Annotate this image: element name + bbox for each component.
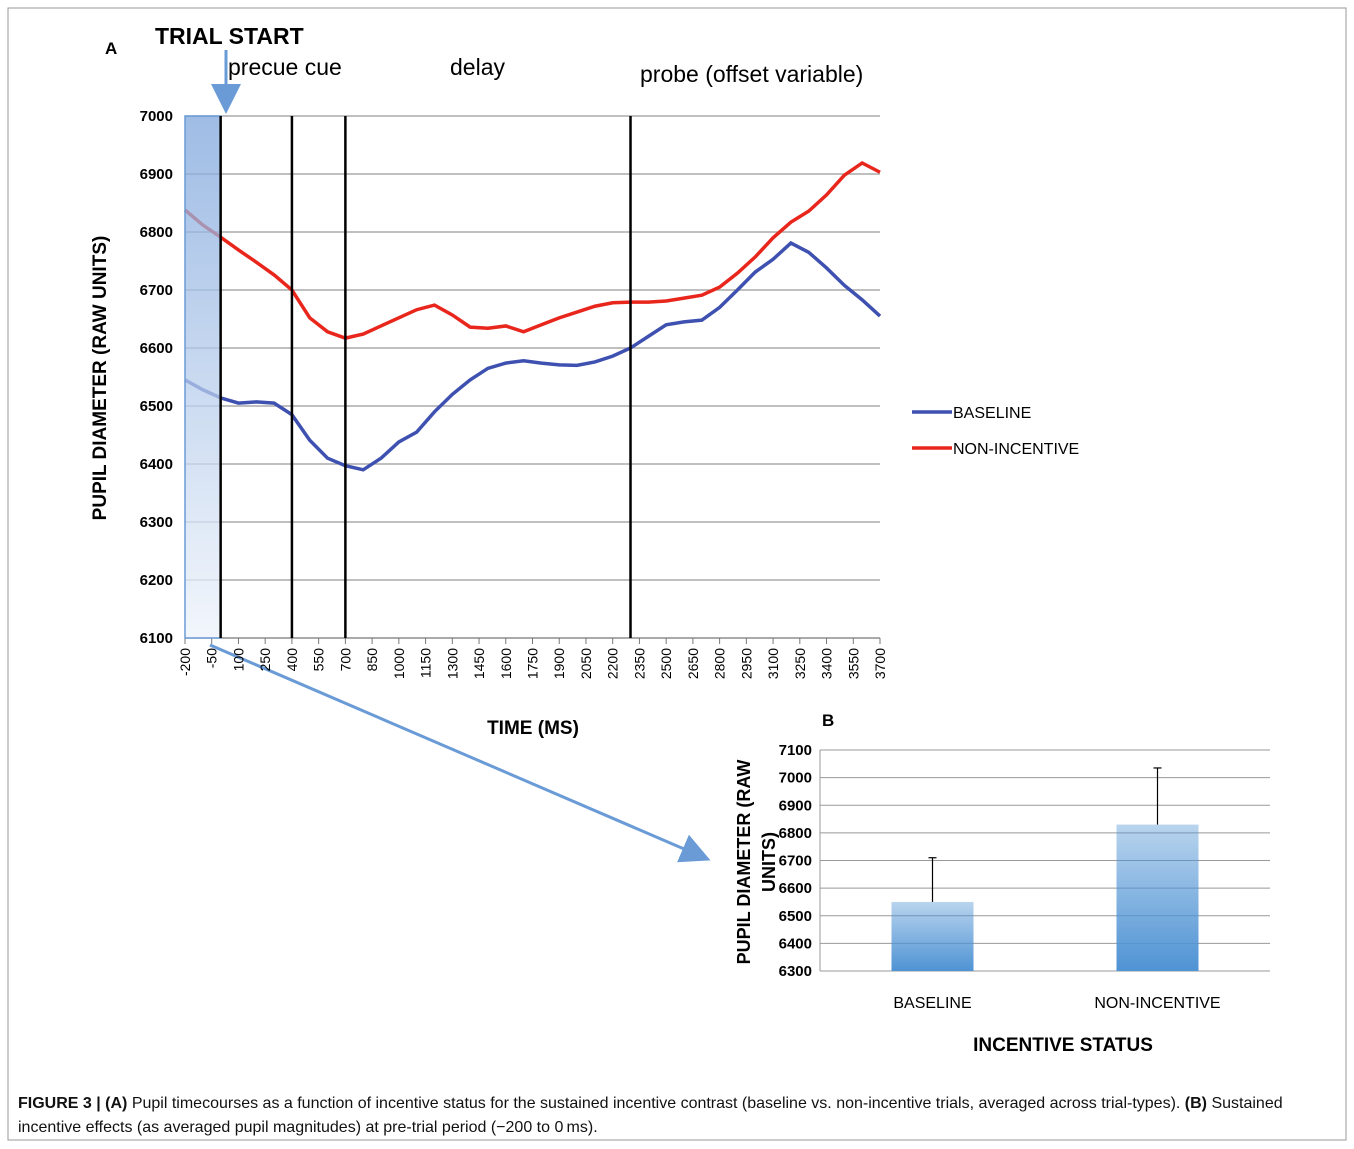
- y-tick-label: 6700: [779, 853, 812, 870]
- y-tick-label: 6400: [140, 456, 173, 473]
- panel-label: B: [822, 711, 834, 730]
- y-tick-label: 6900: [779, 797, 812, 814]
- y-tick-label: 6100: [140, 630, 173, 647]
- x-tick-label: 2800: [712, 648, 728, 679]
- x-tick-label: BASELINE: [893, 995, 971, 1012]
- x-tick-label: NON-INCENTIVE: [1094, 995, 1220, 1012]
- caption: FIGURE 3 | (A) Pupil timecourses as a fu…: [18, 1092, 1318, 1140]
- panel-label: A: [105, 39, 117, 58]
- x-tick-label: 3700: [872, 648, 888, 679]
- y-tick-label: 6800: [140, 224, 173, 241]
- x-tick-label: 250: [257, 648, 273, 672]
- x-tick-label: 1150: [418, 648, 434, 678]
- x-tick-label: 1600: [498, 648, 514, 679]
- annotation: TRIAL START: [155, 23, 304, 49]
- x-tick-label: 3250: [792, 648, 808, 679]
- x-tick-label: 700: [337, 648, 353, 672]
- x-tick-label: -50: [204, 648, 220, 668]
- y-tick-label: 7000: [779, 770, 812, 787]
- x-tick-label: 550: [311, 648, 327, 672]
- x-tick-label: 2950: [738, 648, 754, 679]
- y-tick-label: 6300: [779, 963, 812, 980]
- y-tick-label: 6700: [140, 282, 173, 299]
- y-tick-label: 7100: [779, 742, 812, 759]
- y-tick-label: 6600: [779, 880, 812, 897]
- x-tick-label: 3400: [819, 648, 835, 679]
- y-tick-label: 6400: [779, 935, 812, 952]
- legend-label: NON-INCENTIVE: [953, 441, 1079, 458]
- x-tick-label: 3550: [845, 648, 861, 679]
- y-tick-label: 7000: [140, 108, 173, 125]
- x-tick-label: 3100: [765, 648, 781, 679]
- series-line: [184, 240, 882, 472]
- y-axis-label: PUPIL DIAMETER (RAW UNITS): [90, 236, 111, 521]
- caption-text: (B): [1184, 1095, 1207, 1112]
- legend-label: BASELINE: [953, 405, 1031, 422]
- caption-text: Pupil timecourses as a function of incen…: [127, 1095, 1185, 1112]
- y-tick-label: 6300: [140, 514, 173, 531]
- y-axis-label: UNITS): [759, 832, 779, 892]
- bar: [891, 901, 974, 971]
- x-tick-label: 400: [284, 648, 300, 672]
- x-tick-label: 850: [364, 648, 380, 672]
- x-tick-label: 1750: [525, 648, 541, 679]
- x-axis-label: TIME (MS): [487, 718, 579, 739]
- x-tick-label: 1000: [391, 648, 407, 679]
- x-tick-label: 2650: [685, 648, 701, 679]
- annotation: probe (offset variable): [640, 61, 863, 87]
- arrow: [209, 643, 711, 863]
- x-tick-label: 2500: [658, 648, 674, 679]
- frame: [7, 7, 1347, 1141]
- annotation: delay: [450, 54, 505, 80]
- y-tick-label: 6900: [140, 166, 173, 183]
- x-tick-label: -200: [177, 648, 193, 676]
- caption-text: FIGURE 3 | (A): [18, 1095, 128, 1112]
- highlight-region: [184, 115, 222, 639]
- x-tick-label: 2050: [578, 648, 594, 679]
- y-tick-label: 6600: [140, 340, 173, 357]
- x-axis-label: INCENTIVE STATUS: [973, 1035, 1153, 1056]
- annotation: precue cue: [228, 54, 342, 80]
- y-tick-label: 6200: [140, 572, 173, 589]
- y-axis-label: PUPIL DIAMETER (RAW: [734, 760, 754, 965]
- x-tick-label: 1300: [444, 648, 460, 679]
- x-tick-label: 1450: [471, 648, 487, 679]
- series-line: [183, 160, 881, 340]
- x-tick-label: 1900: [551, 648, 567, 679]
- x-tick-label: 2200: [605, 648, 621, 679]
- x-tick-label: 2350: [631, 648, 647, 679]
- x-tick-label: 100: [230, 648, 246, 672]
- bar: [1116, 824, 1199, 971]
- y-tick-label: 6500: [779, 908, 812, 925]
- y-tick-label: 6800: [779, 825, 812, 842]
- y-tick-label: 6500: [140, 398, 173, 415]
- caption-text: Sustained incentive effects (as averaged…: [18, 1095, 1283, 1136]
